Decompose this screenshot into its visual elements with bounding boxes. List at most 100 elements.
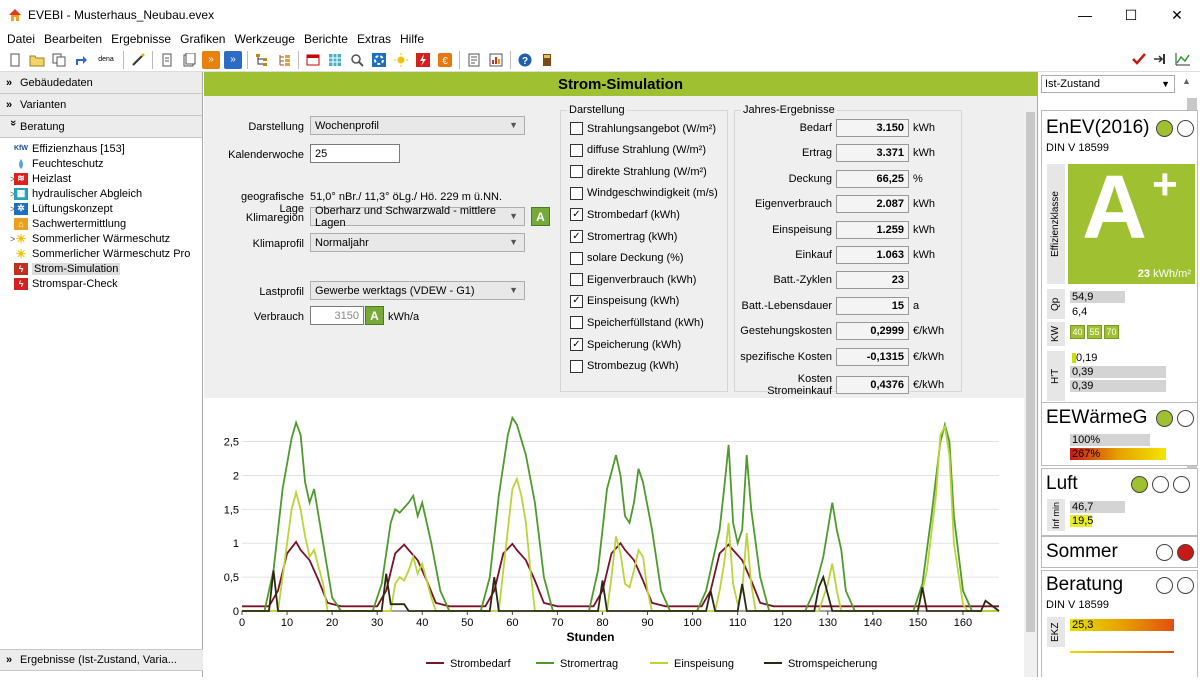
section-ergebnisse[interactable]: » Ergebnisse (Ist-Zustand, Varia... [0, 649, 203, 671]
checkbox-empty-icon[interactable] [570, 359, 583, 373]
scroll-up-icon[interactable]: ▲ [1182, 76, 1191, 86]
section-varianten[interactable]: » Varianten [0, 94, 202, 116]
wand-icon[interactable] [129, 51, 147, 69]
checkbox-6[interactable]: solare Deckung (%) [570, 251, 684, 265]
magnifier-icon[interactable] [348, 51, 366, 69]
verbrauch-input[interactable]: 3150 [310, 306, 364, 325]
y-tick-label: 2 [233, 470, 239, 482]
close-button[interactable]: ✕ [1171, 6, 1183, 23]
checkbox-empty-icon[interactable] [570, 251, 583, 265]
checkbox-checked-icon[interactable]: ✓ [570, 338, 583, 351]
variant-select[interactable]: Ist-Zustand ▼ [1041, 75, 1175, 93]
darstellung-select[interactable]: Wochenprofil ▼ [310, 116, 525, 135]
checkbox-2[interactable]: direkte Strahlung (W/m²) [570, 165, 707, 179]
menu-hilfe[interactable]: Hilfe [400, 32, 425, 46]
checkbox-checked-icon[interactable]: ✓ [570, 230, 583, 243]
checkbox-5[interactable]: ✓ Stromertrag (kWh) [570, 230, 677, 243]
beratung-tree: KfW Effizienzhaus [153] Feuchteschutz > ≋ H… [0, 138, 202, 291]
report-chart-icon[interactable] [487, 51, 505, 69]
tree-item-stromspar-check[interactable]: ϟ Stromspar-Check [0, 276, 202, 291]
pages-icon[interactable] [180, 51, 198, 69]
open-folder-icon[interactable] [28, 51, 46, 69]
expand-arrow-icon[interactable]: > [10, 203, 16, 214]
tree-item-strom-simulation[interactable]: ϟ Strom-Simulation [0, 261, 202, 276]
expand-arrow-icon[interactable]: > [10, 233, 16, 244]
blue-arrow-icon[interactable]: » [224, 50, 242, 69]
expand-arrow-icon[interactable]: > [10, 173, 16, 184]
kalenderwoche-input[interactable]: 25 [310, 144, 400, 163]
expand-arrow-icon[interactable]: > [10, 188, 16, 199]
checkbox-checked-icon[interactable]: ✓ [570, 294, 583, 308]
section-gebaeudedaten[interactable]: » Gebäudedaten [0, 72, 202, 94]
klimaprofil-select[interactable]: Normaljahr ▼ [310, 233, 525, 252]
new-file-icon[interactable] [6, 51, 24, 69]
verbrauch-a-button[interactable]: A [365, 306, 384, 325]
checkbox-empty-icon[interactable] [570, 316, 583, 330]
tree-item-sommer-ws-pro[interactable]: ☀ Sommerlicher Wärmeschutz Pro [0, 246, 202, 261]
navigation-panel: » Gebäudedaten » Varianten » Beratung KfW Ef… [0, 72, 203, 677]
menu-extras[interactable]: Extras [356, 32, 391, 46]
tree-item-lueftung[interactable]: > ✲ Lüftungskonzept [0, 201, 202, 216]
list-tree-icon[interactable] [275, 51, 293, 69]
ventilation-icon[interactable] [370, 51, 388, 69]
checkbox-0[interactable]: Strahlungsangebot (W/m²) [570, 122, 716, 135]
lastprofil-select[interactable]: Gewerbe werktags (VDEW - G1) ▼ [310, 281, 525, 300]
calculator-icon[interactable] [538, 51, 556, 69]
enev-norm: DIN V 18599 [1046, 142, 1109, 154]
checkbox-9[interactable]: Speicherfüllstand (kWh) [570, 316, 704, 330]
orange-arrow-icon[interactable]: » [202, 50, 220, 69]
hierarchy-icon[interactable] [253, 51, 271, 69]
maximize-button[interactable]: ☐ [1124, 6, 1138, 23]
tree-item-effizienzhaus[interactable]: KfW Effizienzhaus [153] [0, 141, 202, 156]
menu-bearbeiten[interactable]: Bearbeiten [44, 32, 103, 46]
grid-icon[interactable] [326, 51, 344, 69]
main-scrollbar[interactable] [1024, 96, 1037, 677]
tree-item-feuchteschutz[interactable]: Feuchteschutz [0, 156, 202, 171]
sun-icon[interactable] [392, 51, 410, 69]
chart-line-icon[interactable] [1174, 50, 1192, 68]
document-icon[interactable] [158, 51, 176, 69]
money-icon[interactable]: € [436, 51, 454, 69]
section-beratung[interactable]: » Beratung [0, 116, 202, 138]
dena-icon[interactable]: dena [98, 56, 114, 63]
checkbox-10[interactable]: ✓ Speicherung (kWh) [570, 338, 681, 351]
checkmark-icon[interactable] [1130, 50, 1148, 68]
klimaregion-a-button[interactable]: A [531, 207, 550, 226]
menu-ergebnisse[interactable]: Ergebnisse [111, 32, 172, 46]
window-red-icon[interactable] [304, 51, 322, 69]
lightning-icon[interactable] [414, 51, 432, 69]
report-icon[interactable] [465, 51, 483, 69]
checkbox-8[interactable]: ✓ Einspeisung (kWh) [570, 294, 680, 308]
tree-item-hydraulik[interactable]: > ▦ hydraulischer Abgleich [0, 186, 202, 201]
strom-simulation-chart: 0 0,5 1 1,5 2 2,5 0 10 20 30 40 50 60 70 80 90 100 110 120… [204, 398, 1024, 677]
checkbox-empty-icon[interactable] [570, 165, 583, 179]
checkbox-empty-icon[interactable] [570, 143, 583, 157]
menu-datei[interactable]: Datei [7, 32, 36, 46]
menu-werkzeuge[interactable]: Werkzeuge [234, 32, 295, 46]
export-arrow-icon[interactable] [72, 51, 90, 69]
checkbox-3[interactable]: Windgeschwindigkeit (m/s) [570, 186, 718, 200]
hydraulik-icon: ▦ [14, 187, 28, 200]
help-icon[interactable]: ? [516, 51, 534, 69]
checkbox-11[interactable]: Strombezug (kWh) [570, 359, 679, 373]
checkbox-empty-icon[interactable] [570, 122, 583, 135]
menu-berichte[interactable]: Berichte [303, 32, 348, 46]
tree-item-sachwert[interactable]: ⌂ Sachwertermittlung [0, 216, 202, 231]
tree-item-sommer-ws[interactable]: > ☀ Sommerlicher Wärmeschutz [0, 231, 202, 246]
checkbox-4[interactable]: ✓ Strombedarf (kWh) [570, 208, 680, 222]
checkbox-empty-icon[interactable] [570, 186, 583, 200]
checkbox-checked-icon[interactable]: ✓ [570, 208, 583, 222]
ht-value-text: 0,19 [1076, 352, 1098, 364]
checkbox-1[interactable]: diffuse Strahlung (W/m²) [570, 143, 706, 157]
import-icon[interactable] [1152, 50, 1170, 68]
checkbox-7[interactable]: Eigenverbrauch (kWh) [570, 273, 696, 287]
checkbox-empty-icon[interactable] [570, 273, 583, 287]
tree-item-heizlast[interactable]: > ≋ Heizlast [0, 171, 202, 186]
menu-grafiken[interactable]: Grafiken [180, 32, 226, 46]
scrollbar-thumb[interactable] [1026, 112, 1035, 632]
minimize-button[interactable]: — [1078, 7, 1092, 23]
toolbar: dena » » € ? [0, 48, 1200, 72]
checkbox-label: Einspeisung (kWh) [587, 295, 680, 308]
klimaregion-select[interactable]: Oberharz und Schwarzwald - mittlere Lage… [310, 205, 525, 229]
copy-icon[interactable] [50, 51, 68, 69]
